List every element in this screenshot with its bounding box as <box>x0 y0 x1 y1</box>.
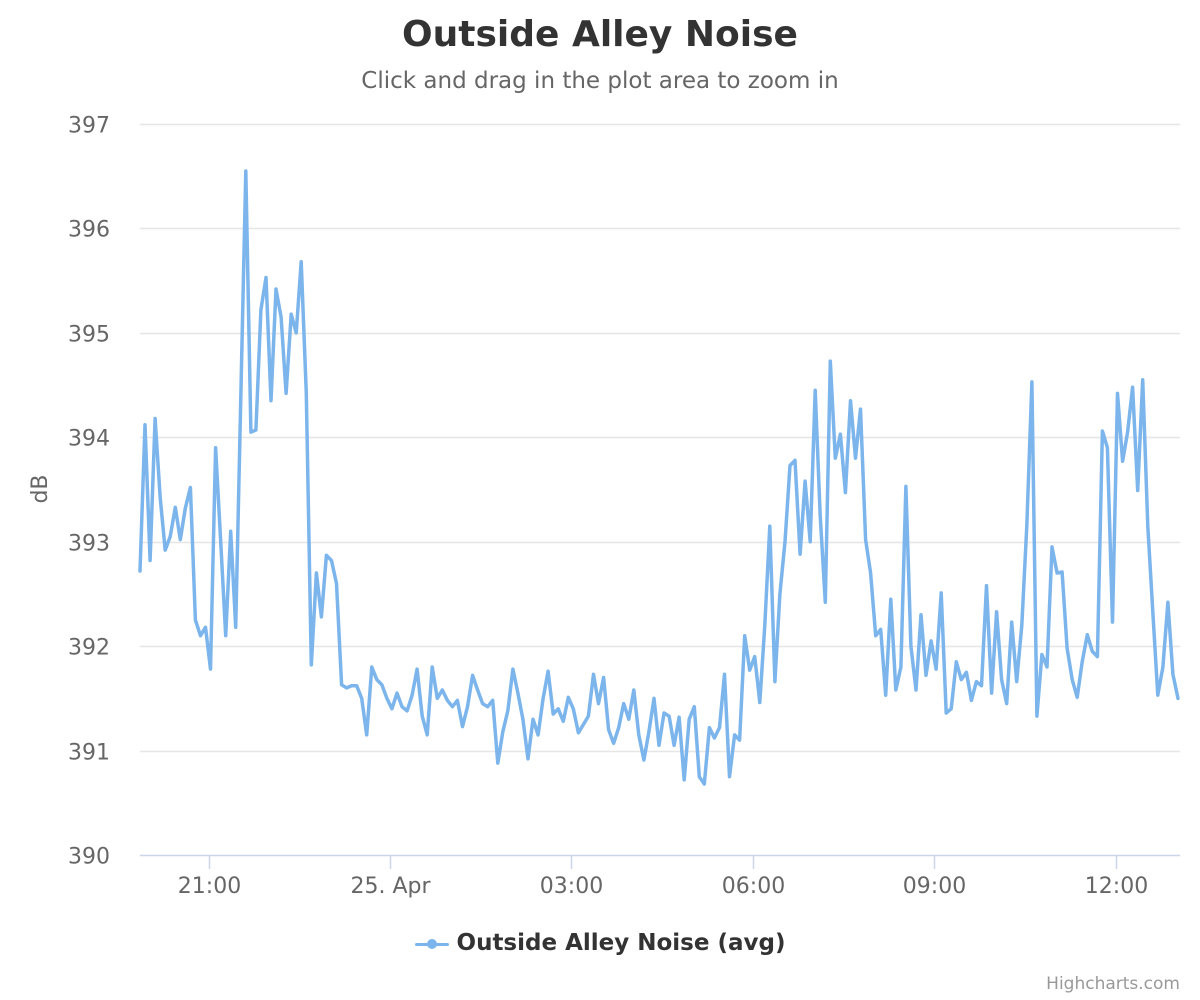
y-tick-label: 390 <box>68 845 110 870</box>
legend-item[interactable]: Outside Alley Noise (avg) <box>0 930 1200 956</box>
x-tick-label: 25. Apr <box>350 874 431 899</box>
x-axis: 21:00 25. Apr 03:00 06:00 09:00 12:00 <box>140 854 1180 899</box>
x-tick-label: 21:00 <box>178 874 241 899</box>
legend-line-marker-icon <box>414 934 449 954</box>
x-tick-label: 09:00 <box>903 874 966 899</box>
series-line[interactable] <box>138 169 1180 786</box>
y-tick-label: 393 <box>68 532 110 557</box>
x-tick-label: 06:00 <box>722 874 785 899</box>
y-tick-label: 396 <box>68 218 110 243</box>
grid-lines <box>140 123 1180 753</box>
y-axis: 390 391 392 393 394 395 396 397 <box>68 114 110 870</box>
credits-link[interactable]: Highcharts.com <box>1046 974 1180 994</box>
y-axis-title: dB <box>28 474 53 503</box>
x-tick-label: 12:00 <box>1085 874 1148 899</box>
y-tick-label: 391 <box>68 741 110 766</box>
x-tick-label: 03:00 <box>540 874 603 899</box>
legend-label: Outside Alley Noise (avg) <box>456 930 786 956</box>
y-tick-label: 392 <box>68 636 110 661</box>
y-tick-label: 397 <box>68 114 110 139</box>
chart-subtitle: Click and drag in the plot area to zoom … <box>361 68 839 94</box>
y-tick-label: 395 <box>68 323 110 348</box>
chart-title: Outside Alley Noise <box>402 14 798 55</box>
series-layer <box>138 169 1180 786</box>
y-tick-label: 394 <box>68 427 110 452</box>
